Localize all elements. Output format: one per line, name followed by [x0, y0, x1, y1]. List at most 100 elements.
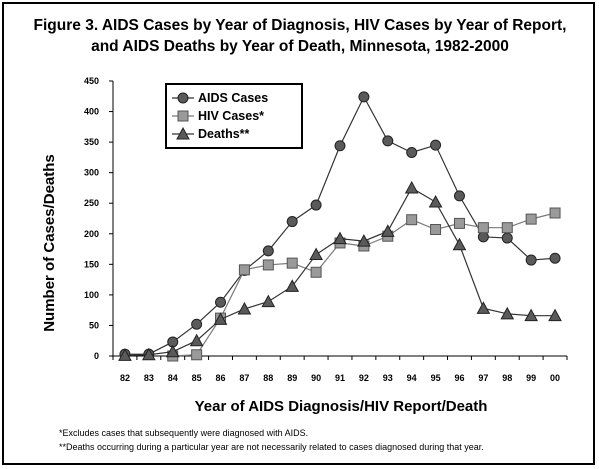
y-tick-label: 350 — [84, 137, 99, 147]
data-point-deaths — [165, 344, 180, 358]
x-tick-label: 92 — [359, 373, 369, 383]
legend-items: AIDS Cases HIV Cases* Deaths** — [172, 91, 268, 141]
data-point-aids-cases — [358, 91, 370, 103]
x-tick-label: 83 — [144, 373, 154, 383]
data-point-hiv-cases — [310, 266, 322, 278]
data-point-deaths — [404, 180, 419, 194]
data-point-hiv-cases — [262, 259, 274, 271]
footnote-hiv: *Excludes cases that subsequently were d… — [59, 428, 308, 438]
data-point-aids-cases — [334, 140, 346, 152]
legend-marker-deaths — [176, 126, 190, 140]
x-tick-label: 94 — [407, 373, 417, 383]
data-point-aids-cases — [406, 147, 418, 158]
x-tick-label: 91 — [335, 373, 345, 383]
x-tick-label: 00 — [550, 373, 560, 383]
chart-title-line-2: and AIDS Deaths by Year of Death, Minnes… — [91, 38, 509, 55]
data-point-deaths — [261, 294, 276, 308]
data-point-deaths — [213, 312, 228, 325]
y-tick-label: 400 — [84, 107, 99, 117]
data-point-hiv-cases — [406, 214, 418, 226]
data-point-hiv-cases — [549, 207, 561, 219]
data-point-aids-cases — [477, 231, 489, 243]
data-point-aids-cases — [215, 296, 227, 308]
x-tick-labels: 82 83 84 85 86 87 88 89 90 91 92 93 94 95 96 97 98 99 00 — [120, 373, 560, 383]
data-point-deaths — [237, 301, 252, 315]
legend-marker-hiv-cases — [177, 110, 189, 122]
data-point-deaths — [118, 348, 132, 361]
series-group — [118, 91, 562, 362]
data-point-deaths — [189, 333, 204, 347]
legend-label-aids-cases: AIDS Cases — [198, 91, 268, 105]
data-point-deaths — [428, 194, 443, 208]
data-point-hiv-cases — [286, 257, 298, 269]
chart-title-line-1: Figure 3. AIDS Cases by Year of Diagnosi… — [34, 17, 567, 34]
data-point-hiv-cases — [430, 224, 442, 235]
data-point-aids-cases — [262, 245, 274, 257]
x-tick-label: 85 — [192, 373, 202, 383]
x-tick-label: 86 — [216, 373, 226, 383]
data-point-deaths — [333, 231, 347, 245]
x-tick-label: 87 — [239, 373, 249, 383]
data-point-deaths — [141, 347, 156, 361]
data-point-deaths — [524, 308, 539, 322]
y-tick-label: 150 — [84, 259, 99, 269]
data-point-hiv-cases — [501, 222, 513, 234]
data-point-aids-cases — [453, 190, 465, 202]
figure-frame — [2, 2, 595, 465]
data-point-deaths — [309, 247, 323, 261]
axes — [109, 80, 568, 360]
data-point-aids-cases — [310, 199, 322, 211]
data-point-deaths — [357, 234, 371, 247]
y-tick-label: 300 — [84, 168, 99, 178]
data-point-deaths — [285, 279, 300, 292]
legend-label-hiv-cases: HIV Cases* — [198, 109, 264, 123]
data-point-deaths — [452, 237, 467, 251]
legend: AIDS Cases HIV Cases* Deaths** — [165, 83, 303, 149]
data-point-aids-cases — [501, 232, 513, 244]
data-point-aids-cases — [525, 254, 537, 266]
data-point-hiv-cases — [453, 217, 465, 229]
data-point-aids-cases — [382, 135, 394, 147]
data-point-aids-cases — [286, 216, 298, 228]
y-tick-label: 50 — [89, 320, 99, 330]
x-tick-label: 97 — [478, 373, 488, 383]
y-tick-label: 250 — [84, 198, 99, 208]
y-tick-label: 100 — [84, 290, 99, 300]
x-tick-label: 95 — [431, 373, 441, 383]
data-point-aids-cases — [430, 139, 442, 151]
x-tick-label: 99 — [526, 373, 536, 383]
data-point-deaths — [500, 306, 515, 320]
series-deaths — [118, 180, 562, 361]
legend-item-deaths: Deaths** — [172, 126, 250, 141]
x-tick-label: 93 — [383, 373, 393, 383]
legend-label-deaths: Deaths** — [198, 127, 250, 141]
legend-marker-aids-cases — [177, 92, 189, 104]
data-point-deaths — [380, 224, 395, 237]
y-tick-label: 450 — [84, 76, 99, 86]
data-point-deaths — [476, 301, 491, 314]
x-tick-label: 84 — [168, 373, 178, 383]
y-tick-label: 200 — [84, 229, 99, 239]
data-point-deaths — [548, 308, 562, 322]
x-tick-label: 90 — [311, 373, 321, 383]
data-point-hiv-cases — [238, 264, 250, 276]
x-axis-label: Year of AIDS Diagnosis/HIV Report/Death — [195, 398, 488, 415]
x-tick-label: 89 — [287, 373, 297, 383]
x-tick-label: 88 — [263, 373, 273, 383]
data-point-hiv-cases — [477, 222, 489, 234]
data-point-hiv-cases — [191, 349, 203, 361]
data-point-aids-cases — [549, 252, 561, 264]
legend-item-aids-cases: AIDS Cases — [172, 91, 268, 105]
y-tick-labels: 0 50 100 150 200 250 300 350 400 450 — [84, 76, 99, 361]
series-hiv-cases — [167, 207, 561, 362]
x-tick-label: 98 — [502, 373, 512, 383]
legend-item-hiv-cases: HIV Cases* — [172, 109, 264, 123]
x-tick-label: 82 — [120, 373, 130, 383]
footnote-deaths: **Deaths occurring during a particular y… — [59, 442, 484, 452]
x-tick-label: 96 — [454, 373, 464, 383]
data-point-aids-cases — [191, 318, 203, 330]
y-tick-label: 0 — [94, 351, 99, 361]
y-axis-label: Number of Cases/Deaths — [41, 154, 58, 332]
data-point-hiv-cases — [525, 213, 537, 225]
